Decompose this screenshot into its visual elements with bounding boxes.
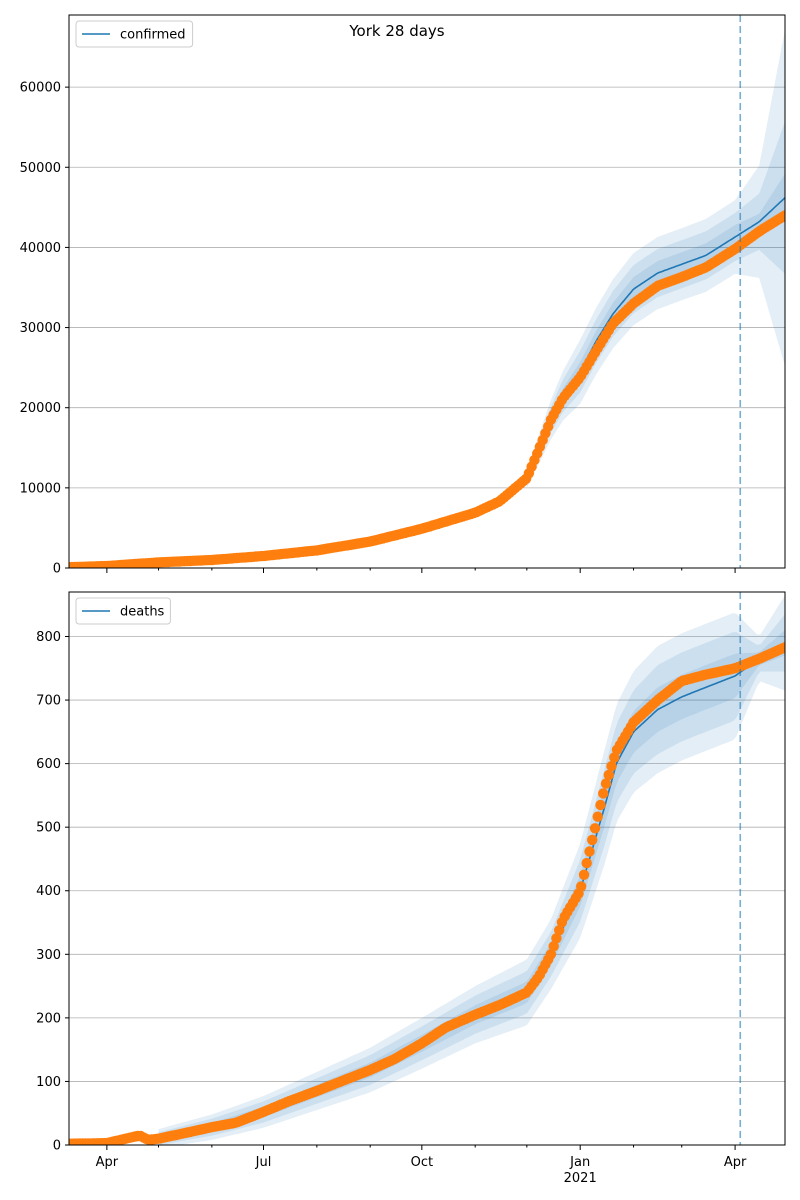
confidence-band — [526, 29, 785, 488]
y-tick-label: 500 — [36, 821, 61, 836]
observed-point — [548, 941, 559, 952]
confidence-band — [158, 630, 785, 1142]
y-tick-label: 10000 — [20, 481, 61, 496]
plot-area — [69, 595, 785, 1145]
observed-point — [545, 949, 557, 960]
confirmed-panel: 0 10000 20000 30000 40000 50000 60000 confirmed — [20, 14, 786, 577]
observed-point — [598, 788, 609, 799]
observed-point — [587, 834, 598, 846]
observed-point — [551, 933, 562, 944]
observed-point — [584, 846, 595, 857]
legend-label: confirmed — [120, 28, 186, 43]
legend-label: deaths — [120, 605, 165, 620]
observed-point — [581, 857, 592, 869]
y-tick-label: 40000 — [20, 241, 61, 256]
y-tick-label: 30000 — [20, 321, 61, 336]
y-tick-label: 800 — [36, 630, 61, 645]
x-tick-label: Oct — [411, 1155, 433, 1170]
y-tick-label: 0 — [53, 562, 61, 577]
observed-point — [606, 761, 617, 772]
y-tick-label: 50000 — [20, 161, 61, 176]
y-tick-label: 100 — [36, 1075, 61, 1090]
observed-point — [578, 869, 590, 880]
y-tick-label: 20000 — [20, 401, 61, 416]
y-tick-label: 700 — [36, 694, 61, 709]
axes-frame — [68, 14, 786, 569]
observed-point — [554, 925, 565, 936]
y-tick-label: 200 — [36, 1011, 61, 1026]
observed-point — [589, 823, 601, 834]
observed-point — [595, 799, 606, 811]
observed-point — [779, 210, 785, 221]
y-tick-label: 60000 — [20, 81, 61, 96]
y-tick-label: 600 — [36, 757, 61, 772]
x-tick-label: Apr — [724, 1155, 747, 1170]
x-tick-sublabel: 2021 — [564, 1171, 597, 1186]
x-tick-label: Jul — [255, 1155, 272, 1170]
observed-point — [603, 769, 614, 781]
legend: deaths — [75, 597, 171, 625]
observed-point — [592, 811, 603, 822]
legend-box — [75, 20, 194, 48]
deaths-panel: 0 100 200 300 400 500 600 700 800 Apr Jul Oct Jan202… — [36, 591, 786, 1186]
y-tick-label: 0 — [53, 1139, 61, 1154]
x-tick-label: Jan — [569, 1155, 590, 1170]
legend-box — [75, 597, 171, 625]
axes-frame — [68, 591, 786, 1146]
y-tick-label: 300 — [36, 948, 61, 963]
confidence-band — [526, 173, 785, 482]
observed-series — [69, 210, 785, 568]
legend: confirmed — [75, 20, 194, 48]
observed-series — [69, 642, 785, 1145]
y-tick-label: 400 — [36, 884, 61, 899]
plot-area — [69, 29, 785, 568]
observed-point — [600, 778, 612, 789]
confidence-band — [158, 614, 785, 1145]
x-tick-label: Apr — [96, 1155, 119, 1170]
figure-title: York 28 days — [348, 22, 444, 40]
observed-point — [576, 881, 587, 892]
observed-point — [779, 642, 785, 653]
